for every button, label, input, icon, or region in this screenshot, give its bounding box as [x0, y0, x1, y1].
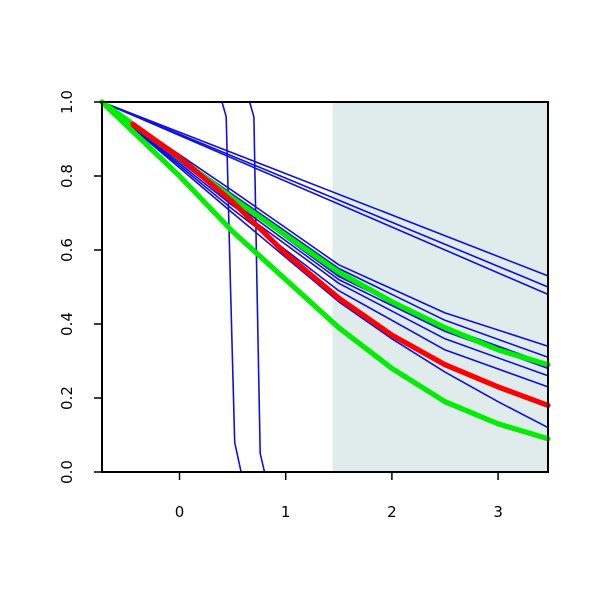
series-line-6: [101, 101, 549, 347]
series-line-4: [101, 101, 549, 288]
series-line-3: [101, 101, 549, 277]
y-tick-label: 0.8: [58, 164, 76, 188]
series-line-14: [130, 121, 551, 408]
y-tick-label: 0.2: [58, 386, 76, 410]
y-tick-label: 0.6: [58, 238, 76, 262]
series-line-10: [101, 101, 549, 388]
y-tick-label: 1.0: [58, 90, 76, 114]
series-line-15: [99, 99, 551, 442]
x-tick-label: 2: [387, 503, 397, 521]
x-tick-label: 3: [493, 503, 503, 521]
series-line-5: [101, 101, 549, 296]
series-line-9: [101, 101, 549, 377]
y-tick-label: 0.0: [58, 460, 76, 484]
x-tick-label: 1: [281, 503, 291, 521]
series-line-11: [101, 101, 549, 429]
plot-frame: [101, 101, 549, 473]
x-tick-label: 0: [175, 503, 185, 521]
y-tick-label: 0.4: [58, 312, 76, 336]
